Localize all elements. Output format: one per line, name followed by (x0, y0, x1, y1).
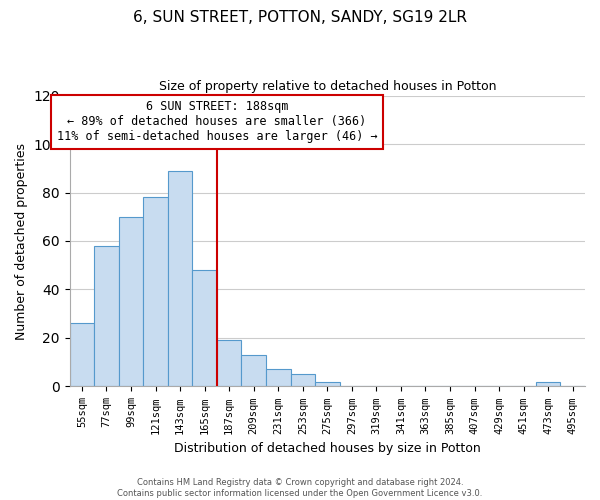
Y-axis label: Number of detached properties: Number of detached properties (15, 142, 28, 340)
Text: 6 SUN STREET: 188sqm
← 89% of detached houses are smaller (366)
11% of semi-deta: 6 SUN STREET: 188sqm ← 89% of detached h… (56, 100, 377, 144)
Bar (290, 374, 315, 386)
X-axis label: Distribution of detached houses by size in Potton: Distribution of detached houses by size … (174, 442, 481, 455)
Text: 6, SUN STREET, POTTON, SANDY, SG19 2LR: 6, SUN STREET, POTTON, SANDY, SG19 2LR (133, 10, 467, 25)
Text: Contains HM Land Registry data © Crown copyright and database right 2024.
Contai: Contains HM Land Registry data © Crown c… (118, 478, 482, 498)
Bar (241, 355, 266, 386)
Bar (315, 382, 340, 386)
Bar (143, 198, 168, 386)
Bar (193, 270, 217, 386)
Bar (119, 217, 143, 386)
Bar (168, 170, 193, 386)
Bar (94, 246, 119, 386)
Title: Size of property relative to detached houses in Potton: Size of property relative to detached ho… (158, 80, 496, 93)
Bar (217, 340, 241, 386)
Bar (266, 370, 290, 386)
Bar (536, 382, 560, 386)
Bar (70, 324, 94, 386)
